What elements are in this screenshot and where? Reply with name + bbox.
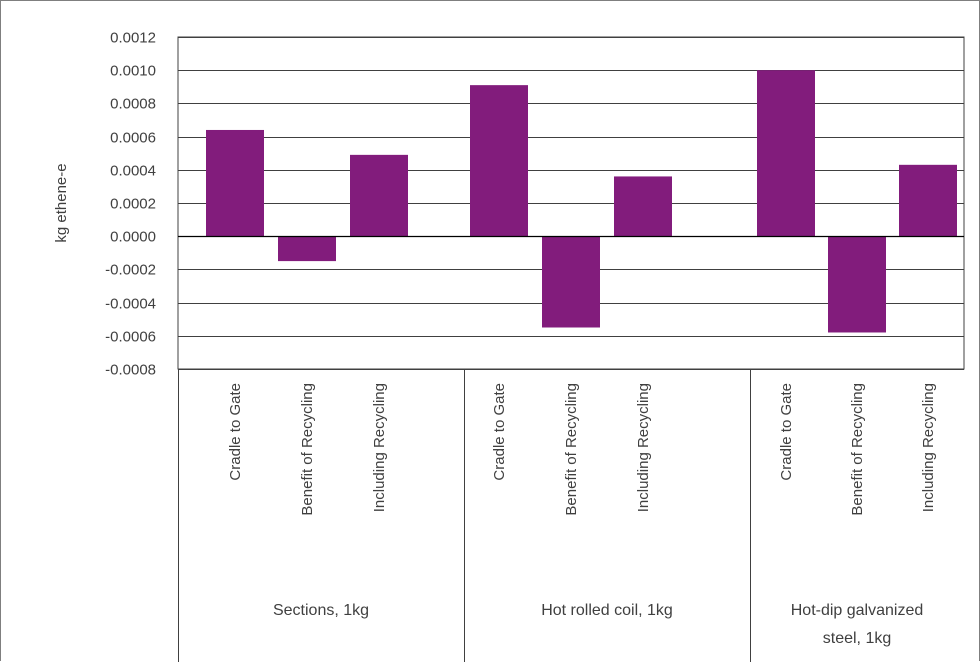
y-tick-label: -0.0008 (105, 362, 156, 379)
x-category-label: Benefit of Recycling (563, 383, 580, 516)
x-category-label: Including Recycling (920, 383, 937, 512)
x-category-label: Including Recycling (371, 383, 388, 512)
x-category-label: Including Recycling (635, 383, 652, 512)
bar (278, 236, 336, 262)
y-tick-label: -0.0004 (105, 296, 156, 313)
x-group-label: Hot-dip galvanized (791, 602, 924, 619)
x-category-label: Cradle to Gate (491, 383, 508, 481)
bar (899, 164, 957, 237)
x-group-label: Sections, 1kg (273, 602, 369, 619)
y-axis-label: kg ethene-e (53, 163, 70, 242)
x-group-label: Hot rolled coil, 1kg (541, 602, 673, 619)
bar (614, 176, 672, 237)
bar (757, 70, 815, 237)
y-tick-label: -0.0006 (105, 329, 156, 346)
y-tick-label: 0.0008 (110, 96, 156, 113)
bar (350, 154, 408, 237)
bar (828, 236, 886, 333)
bar (542, 236, 600, 328)
y-tick-label: 0.0006 (110, 130, 156, 147)
bar (470, 85, 528, 237)
y-tick-label: 0.0002 (110, 196, 156, 213)
y-tick-label: 0.0010 (110, 63, 156, 80)
x-group-label: steel, 1kg (823, 630, 891, 647)
y-tick-label: 0.0000 (110, 229, 156, 246)
x-category-label: Cradle to Gate (227, 383, 244, 481)
bar (206, 129, 264, 237)
y-tick-label: 0.0004 (110, 163, 156, 180)
x-category-label: Benefit of Recycling (849, 383, 866, 516)
x-category-label: Cradle to Gate (778, 383, 795, 481)
y-tick-label: -0.0002 (105, 262, 156, 279)
y-tick-label: 0.0012 (110, 30, 156, 47)
x-category-label: Benefit of Recycling (299, 383, 316, 516)
